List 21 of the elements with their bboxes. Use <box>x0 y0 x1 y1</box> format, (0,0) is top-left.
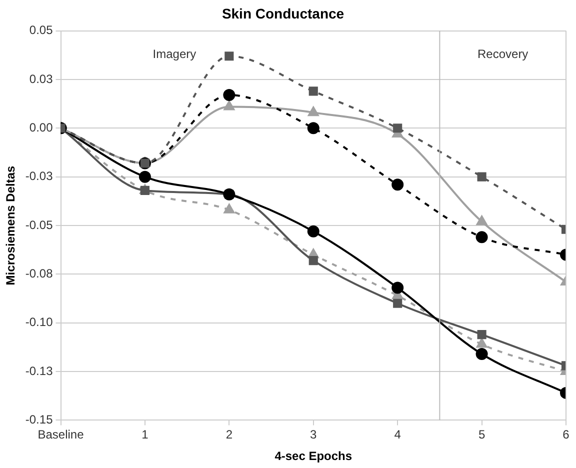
x-tick-label: 4 <box>394 428 402 442</box>
x-tick-label: Baseline <box>38 428 84 442</box>
x-tick-label: 6 <box>562 428 570 442</box>
y-tick-label: -0.08 <box>25 266 54 280</box>
y-tick-label: 0.00 <box>29 120 54 134</box>
y-tick-label: -0.15 <box>25 412 54 427</box>
y-axis-title: Microsiemens Deltas <box>4 165 18 286</box>
y-tick-label: -0.03 <box>25 169 54 184</box>
x-tick-label: 2 <box>226 428 233 442</box>
x-tick-label: 3 <box>310 428 318 442</box>
annotation: Imagery <box>152 47 196 62</box>
y-tick-label: -0.10 <box>25 315 54 330</box>
x-tick-label: 1 <box>142 428 149 442</box>
x-tick-label: 5 <box>478 428 486 442</box>
annotation: Recovery <box>478 47 528 62</box>
y-tick-label: -0.13 <box>25 364 54 378</box>
y-tick-label: 0.03 <box>29 72 54 86</box>
y-tick-label: 0.05 <box>29 23 54 38</box>
x-axis-title: 4-sec Epochs <box>274 449 352 464</box>
chart-title: Skin Conductance <box>222 5 344 22</box>
y-tick-label: -0.05 <box>25 218 54 232</box>
